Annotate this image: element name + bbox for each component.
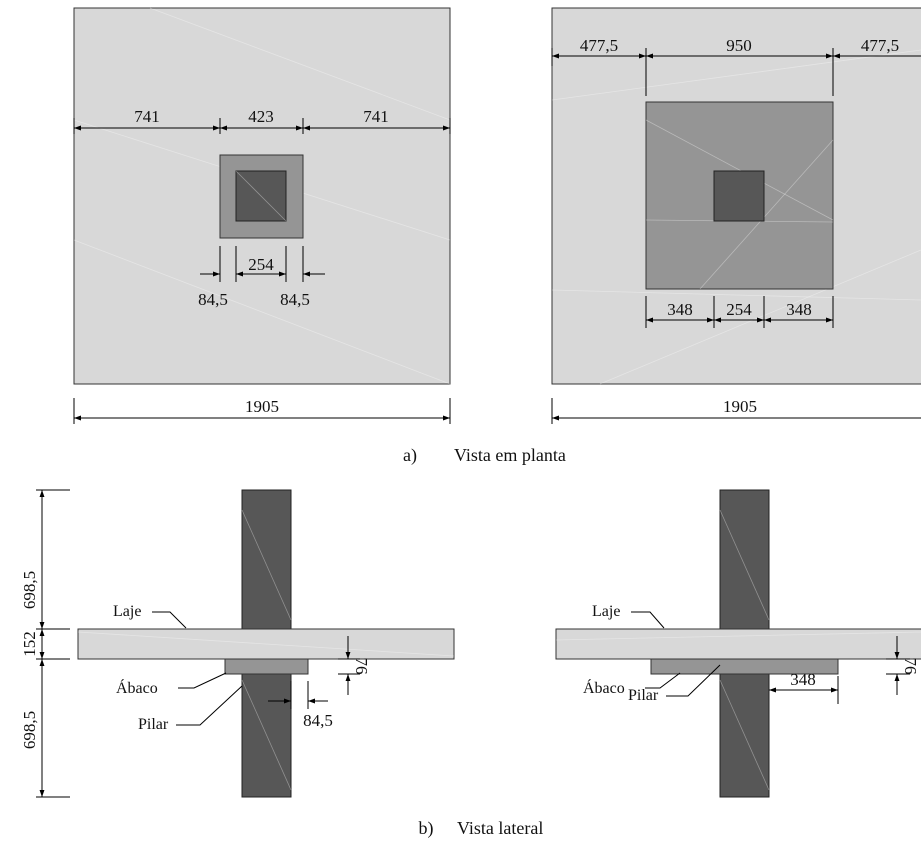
dim-chain-bottom-left: [200, 246, 325, 282]
side-view-left: 698,5 152 698,5 76 84,5 Laje Ábaco Pilar: [20, 489, 455, 798]
column-plan-left: [235, 170, 287, 222]
dim-label: 348: [790, 670, 816, 689]
drop-panel-side-right: [650, 658, 839, 675]
dim-label: 76: [901, 658, 920, 675]
dim-total-right: [551, 398, 921, 424]
dim-chain-top-right: [551, 48, 921, 96]
hatch-line: [645, 119, 834, 221]
dim-label: 477,5: [861, 36, 899, 55]
dim-label: 698,5: [20, 571, 39, 609]
hatch-line: [241, 679, 292, 791]
dim-chain-vertical-left: [36, 489, 70, 798]
dim-label: 254: [248, 255, 274, 274]
hatch-line: [719, 679, 770, 791]
slab-side-left: [77, 628, 455, 660]
dim-label: 348: [786, 300, 812, 319]
side-view-right: 76 348 Laje Ábaco Pilar: [555, 489, 921, 798]
dim-label: 1905: [245, 397, 279, 416]
hatch-line: [699, 139, 834, 290]
hatch-line: [77, 631, 455, 657]
dim-label: 741: [363, 107, 389, 126]
dim-chain-top-left: [73, 118, 451, 134]
dim-label: 348: [667, 300, 693, 319]
dim-label: 1905: [723, 397, 757, 416]
drop-panel-side-left: [224, 658, 309, 675]
leader-abaco-left: [178, 672, 227, 689]
hatch-line: [555, 631, 921, 641]
hatch-line: [235, 170, 287, 222]
dim-drop-overhang-left: [268, 681, 328, 709]
hatch-line: [719, 509, 770, 621]
plan-view-right: 477,5 950 477,5 348 254 348 1905: [551, 7, 921, 424]
hatch-line: [551, 49, 921, 101]
dim-label: 950: [726, 36, 752, 55]
dim-label: 76: [352, 658, 371, 675]
hatch-line: [241, 509, 292, 621]
caption-a-letter: a): [403, 445, 417, 466]
caption-b-letter: b): [419, 818, 434, 839]
label-abaco-left: Ábaco: [116, 678, 158, 697]
column-plan-right: [713, 170, 765, 222]
dim-label: 477,5: [580, 36, 618, 55]
leader-abaco-right: [645, 672, 681, 689]
leader-laje-left: [152, 611, 187, 629]
dim-total-left: [73, 398, 451, 424]
label-laje-right: Laje: [592, 603, 620, 620]
dim-drop-thickness-left: [338, 636, 360, 695]
dim-label: 741: [134, 107, 160, 126]
dim-label: 254: [726, 300, 752, 319]
caption-b-text: Vista lateral: [457, 818, 543, 838]
dim-label: 152: [20, 631, 39, 657]
dim-chain-bottom-right: [645, 296, 834, 328]
slab-side-right: [555, 628, 921, 660]
hatch-line: [551, 289, 921, 301]
leader-pilar-right: [666, 664, 721, 697]
label-laje-left: Laje: [113, 603, 141, 620]
dim-drop-overhang-right: [769, 676, 839, 704]
hatch-line: [599, 249, 921, 385]
plan-view-left: 741 423 741 254 84,5 84,5 1905: [73, 7, 451, 424]
leader-pilar-left: [176, 685, 243, 726]
dim-label: 84,5: [280, 290, 310, 309]
dim-drop-thickness-right: [886, 636, 910, 695]
label-abaco-right: Ábaco: [583, 678, 625, 697]
leader-laje-right: [631, 611, 665, 629]
label-pilar-right: Pilar: [628, 687, 659, 704]
hatch-line: [73, 239, 451, 385]
caption-a-text: Vista em planta: [454, 445, 566, 465]
dim-label: 84,5: [198, 290, 228, 309]
dim-label: 698,5: [20, 711, 39, 749]
dim-label: 84,5: [303, 711, 333, 730]
label-pilar-left: Pilar: [138, 716, 169, 733]
dim-label: 423: [248, 107, 274, 126]
hatch-line: [149, 7, 451, 121]
